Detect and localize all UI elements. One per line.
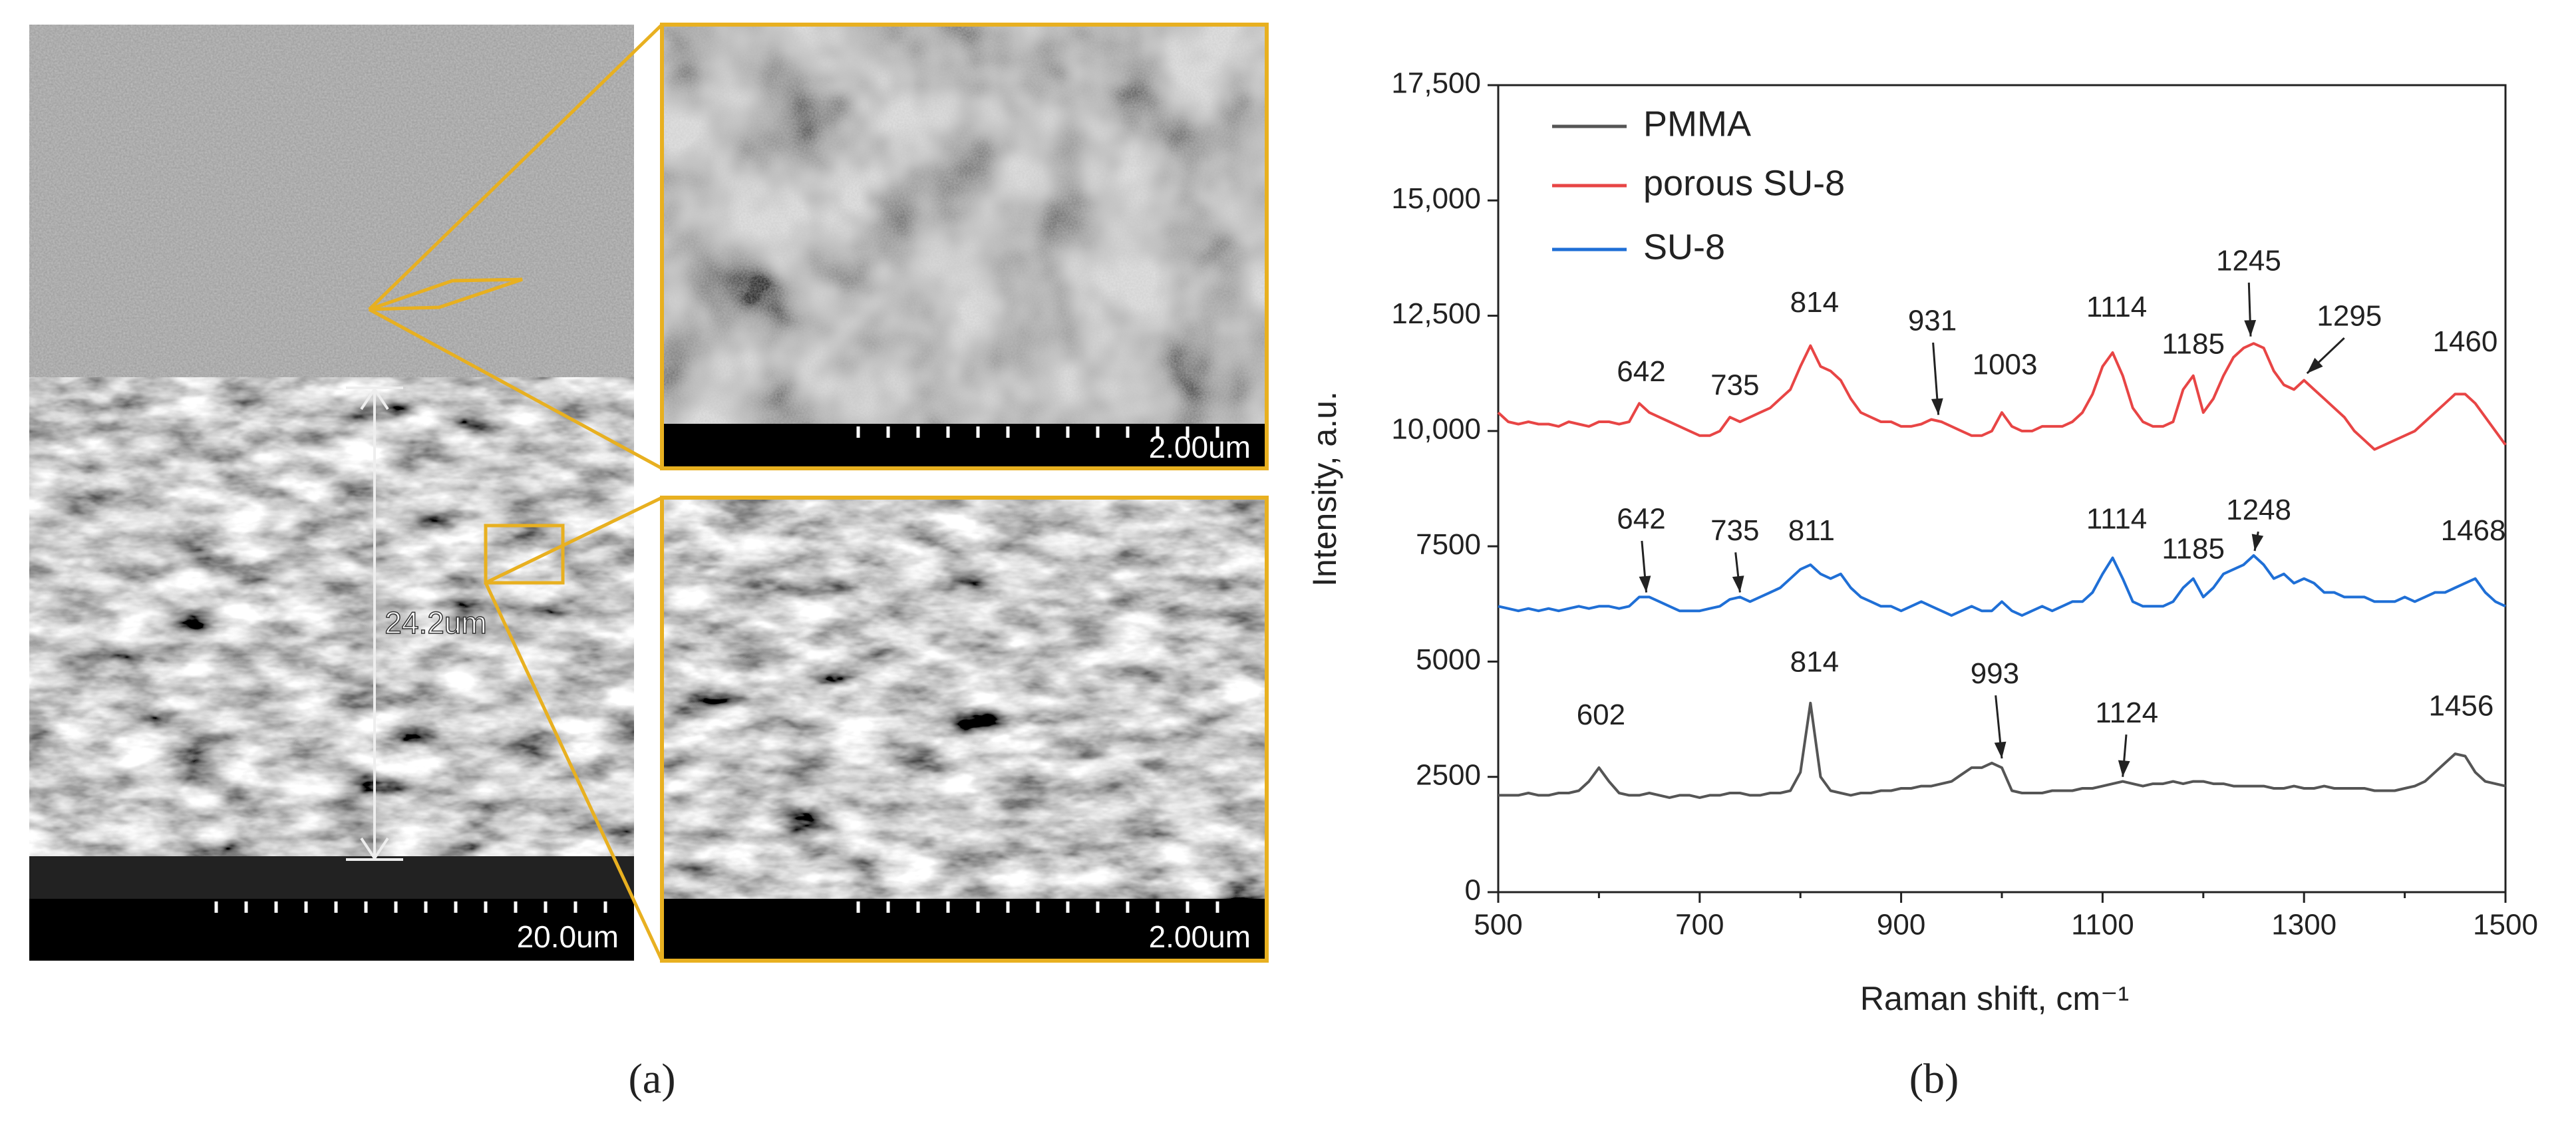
legend-label: SU-8 xyxy=(1643,227,1725,267)
spectrum-line xyxy=(1497,342,2507,451)
peak-label: 814 xyxy=(1790,646,1839,679)
panel-label: (a) xyxy=(628,1055,675,1102)
arrow-head xyxy=(1994,741,2007,758)
legend-label: PMMA xyxy=(1643,104,1751,144)
thickness-arrow xyxy=(346,387,403,861)
scale-ticks xyxy=(856,901,1219,913)
scale-label: 20.0um xyxy=(517,919,619,954)
peak-label: 642 xyxy=(1617,355,1665,388)
zoom-guides xyxy=(368,23,664,962)
peak-label: 1185 xyxy=(2162,327,2225,360)
scale-label: 2.00um xyxy=(1149,919,1251,954)
peak-label: 1460 xyxy=(2432,325,2497,358)
y-tick-label: 5000 xyxy=(1416,643,1481,676)
arrow-head xyxy=(2307,357,2323,374)
sem-main: 20.0um 24.2um xyxy=(29,25,634,961)
sem-inset-bottom: 2.00um xyxy=(660,496,1269,963)
peak-label: 1245 xyxy=(2216,244,2281,277)
peak-label: 735 xyxy=(1710,369,1759,402)
peak-label: 1468 xyxy=(2441,514,2506,547)
peak-label: 1456 xyxy=(2428,689,2494,722)
arrow-head xyxy=(1931,398,1943,415)
peak-label: 931 xyxy=(1908,305,1957,337)
scale-ticks xyxy=(856,426,1219,438)
y-tick-label: 10,000 xyxy=(1391,412,1481,445)
legend-label: porous SU-8 xyxy=(1643,163,1845,203)
y-tick-label: 7500 xyxy=(1416,528,1481,561)
peak-label: 1124 xyxy=(2095,697,2158,729)
scale-bar xyxy=(29,899,634,961)
x-tick-label: 700 xyxy=(1675,909,1724,941)
substrate xyxy=(29,856,634,899)
y-tick-label: 0 xyxy=(1465,874,1481,907)
peak-label: 811 xyxy=(1788,514,1835,547)
x-tick-label: 1100 xyxy=(2071,909,2134,941)
porous-layer xyxy=(29,377,634,856)
y-tick-label: 12,500 xyxy=(1391,297,1481,330)
arrow-head xyxy=(2251,534,2264,552)
arrow-head xyxy=(2118,760,2130,777)
peak-label: 1248 xyxy=(2226,494,2291,526)
spectrum-line xyxy=(1498,554,2506,617)
spectrum-line xyxy=(1498,701,2506,799)
x-tick-label: 1500 xyxy=(2473,909,2538,941)
scale-ticks xyxy=(214,901,607,913)
sem-inset-top: 2.00um xyxy=(660,23,1269,470)
peak-label: 1185 xyxy=(2162,533,2225,565)
peak-label: 642 xyxy=(1617,503,1665,536)
peak-label: 602 xyxy=(1577,699,1625,731)
inset-texture xyxy=(662,498,1267,899)
x-tick-label: 900 xyxy=(1877,909,1925,941)
x-tick-label: 1300 xyxy=(2271,909,2336,941)
y-axis-label: Intensity, a.u. xyxy=(1306,391,1343,587)
peak-label: 1295 xyxy=(2317,300,2382,333)
smooth-texture xyxy=(29,25,634,377)
y-tick-label: 17,500 xyxy=(1391,67,1481,100)
peak-label: 993 xyxy=(1971,657,2019,690)
inset-border xyxy=(660,496,1269,963)
x-axis-label: Raman shift, cm⁻¹ xyxy=(1860,980,2129,1017)
inset-grain xyxy=(662,25,1267,424)
y-tick-label: 15,000 xyxy=(1391,182,1481,215)
inset-border xyxy=(660,23,1269,470)
thickness-label: 24.2um xyxy=(385,605,486,640)
peak-label: 1114 xyxy=(2086,291,2147,323)
arrow-head xyxy=(1639,575,1651,593)
peak-label: 735 xyxy=(1710,514,1759,547)
scale-bar xyxy=(662,899,1267,961)
peak-label: 1003 xyxy=(1973,348,2038,381)
arrow-head xyxy=(1732,575,1744,593)
scale-label: 2.00um xyxy=(1149,430,1251,464)
peak-label: 814 xyxy=(1790,286,1839,319)
peak-label: 1114 xyxy=(2086,503,2147,536)
x-tick-label: 500 xyxy=(1474,909,1522,941)
plot-frame xyxy=(1497,84,2507,893)
panel-label: (b) xyxy=(1909,1055,1959,1102)
scale-bar xyxy=(662,424,1267,468)
y-tick-label: 2500 xyxy=(1416,758,1481,791)
arrow-head xyxy=(2244,320,2257,337)
